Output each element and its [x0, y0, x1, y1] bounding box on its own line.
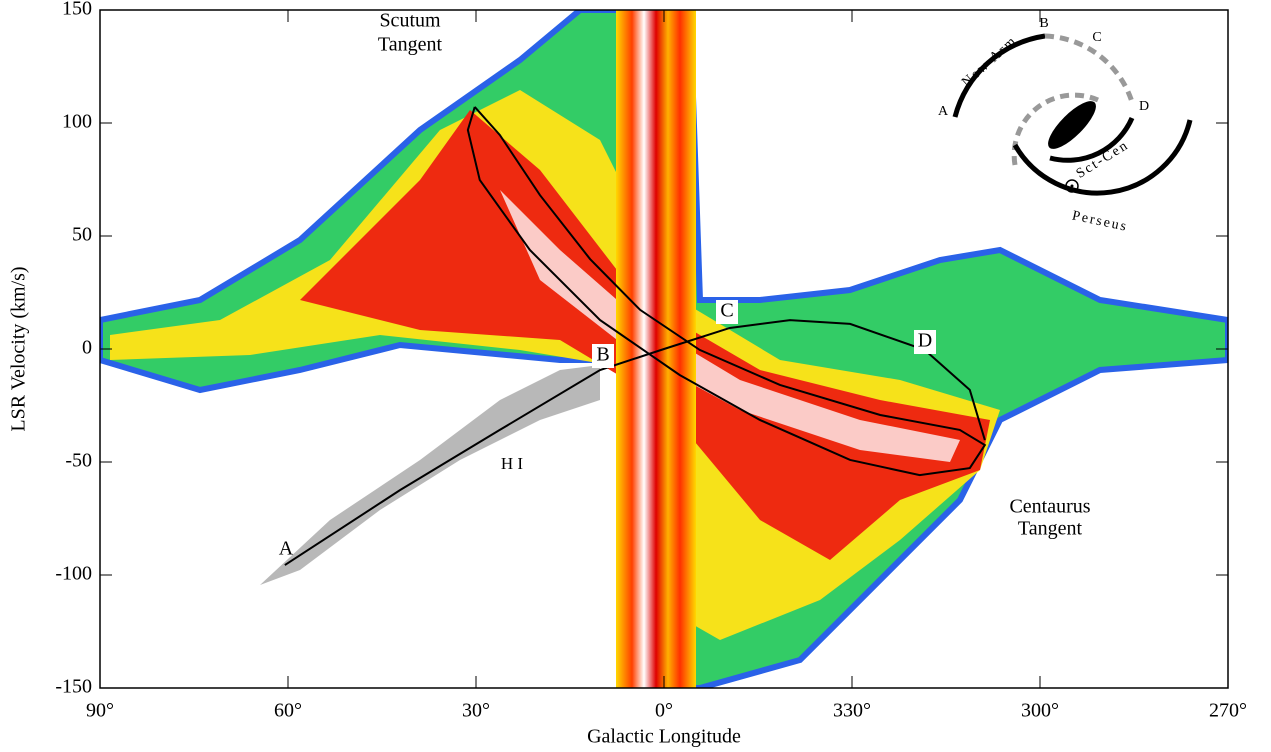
- annotation: A: [279, 538, 294, 560]
- annotation: C: [720, 300, 733, 322]
- annotation: Centaurus: [1009, 496, 1090, 518]
- y-tick-label: -100: [55, 563, 92, 585]
- hi-emission: [260, 365, 600, 585]
- annotation: H I: [501, 454, 524, 473]
- sun: [1065, 179, 1079, 193]
- emission-white: [500, 190, 960, 462]
- sun-dot: [1070, 184, 1074, 188]
- inset-label: B: [1039, 16, 1050, 31]
- x-tick-label: 60°: [274, 700, 302, 722]
- inset-label: New Arm: [959, 33, 1020, 90]
- label-box: [592, 344, 614, 368]
- inset-label: A: [938, 104, 950, 119]
- new-arm: [952, 33, 1046, 118]
- annotation: Tangent: [378, 34, 443, 56]
- x-tick-label: 270°: [1209, 700, 1247, 722]
- x-tick-label: 330°: [833, 700, 871, 722]
- inset-label: D: [1139, 99, 1151, 114]
- label-box: [716, 300, 738, 324]
- curve: [284, 319, 986, 566]
- curve: [466, 106, 987, 477]
- inset-label: C: [1092, 30, 1103, 45]
- x-tick-label: 30°: [462, 700, 490, 722]
- y-tick-label: 50: [72, 224, 92, 246]
- y-tick-label: 150: [62, 0, 92, 20]
- bar: [1048, 101, 1096, 149]
- label-box: [914, 330, 936, 354]
- x-axis-title: Galactic Longitude: [587, 726, 741, 748]
- new-arm-dashed: [1044, 33, 1135, 103]
- y-tick-label: -50: [65, 450, 92, 472]
- emission-stripe: [616, 10, 696, 688]
- annotation: D: [918, 330, 932, 352]
- x-tick-label: 300°: [1021, 700, 1059, 722]
- annotation: B: [596, 344, 609, 366]
- x-tick-label: 90°: [86, 700, 114, 722]
- y-tick-label: -150: [55, 676, 92, 698]
- annotation: Tangent: [1018, 518, 1083, 540]
- y-tick-label: 100: [62, 111, 92, 133]
- perseus-arm: [1012, 119, 1193, 196]
- y-axis-title: LSR Velocity (km/s): [8, 266, 30, 431]
- inset-label: Perseus: [1071, 208, 1130, 234]
- x-tick-label: 0°: [655, 700, 673, 722]
- sct-cen-arm: [1049, 116, 1135, 163]
- y-tick-label: 0: [82, 337, 92, 359]
- annotation: Scutum: [379, 10, 441, 32]
